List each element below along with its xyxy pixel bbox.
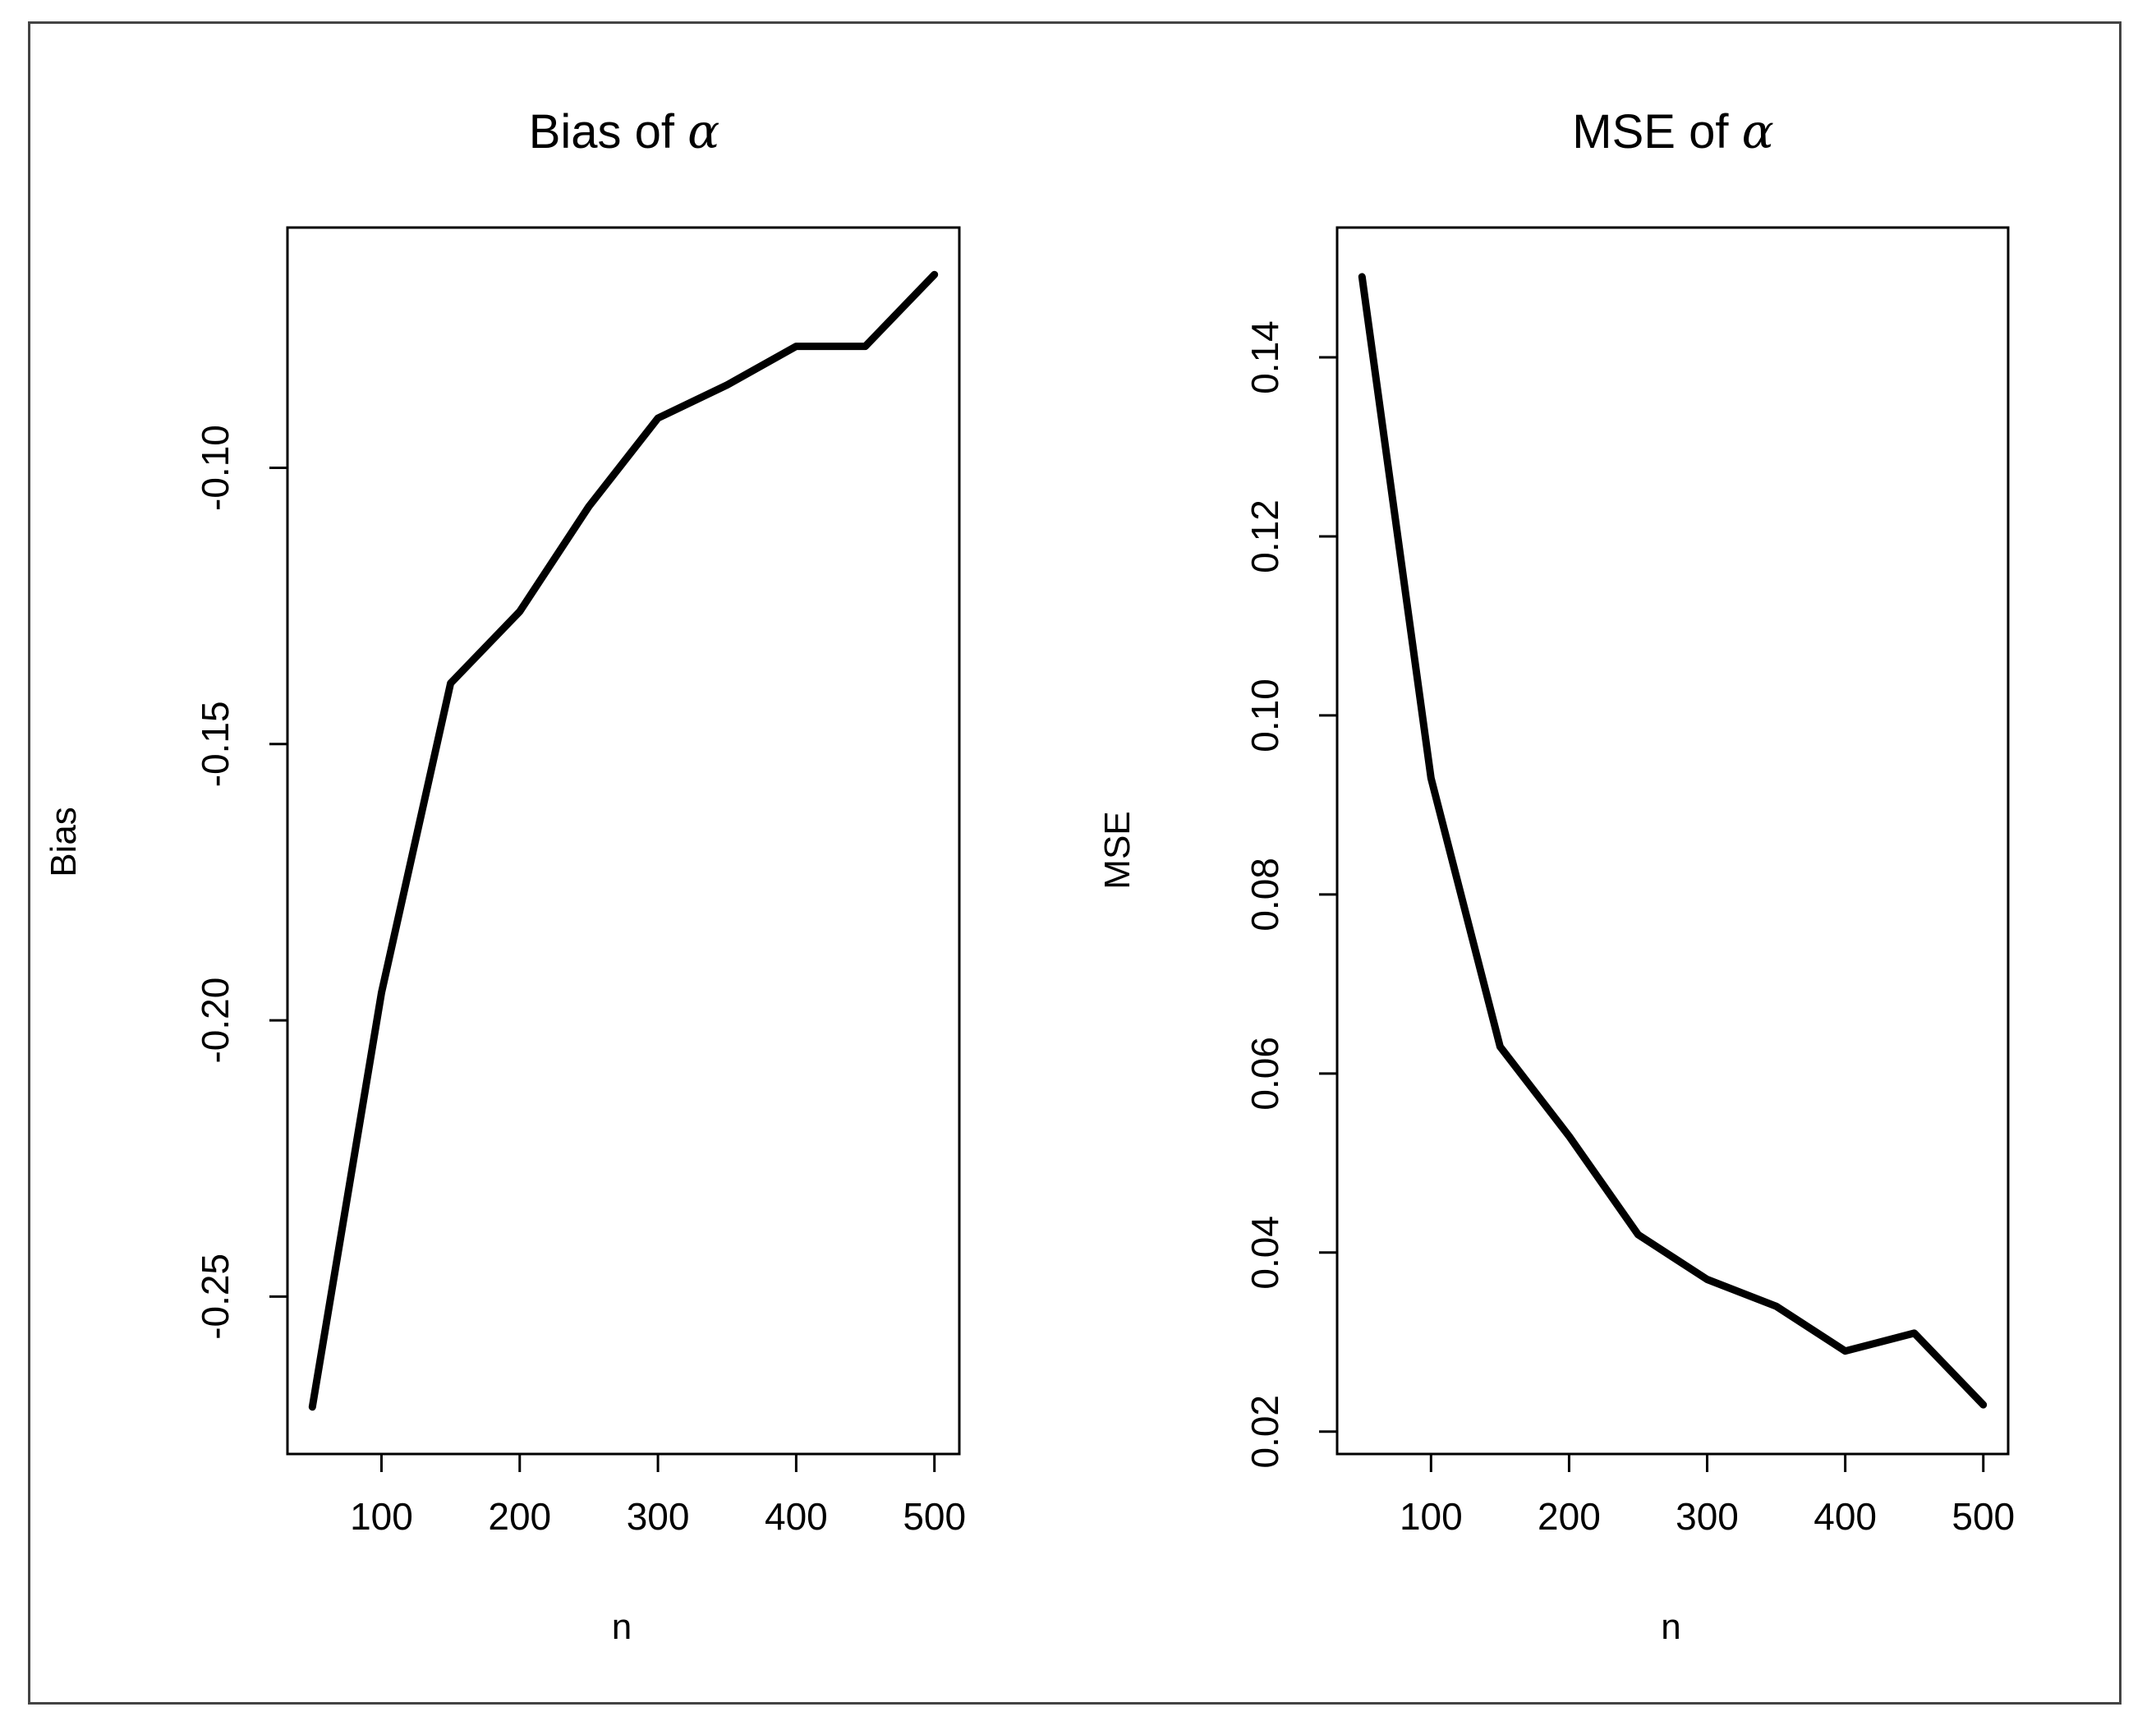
x-tick-label: 300 [627,1495,690,1538]
y-tick-label: 0.04 [1243,1216,1286,1290]
y-tick-label: 0.08 [1243,858,1286,932]
x-tick-label: 300 [1676,1495,1739,1538]
chart-title-text: Bias of [529,105,687,159]
x-tick-label: 400 [1814,1495,1877,1538]
x-tick-label: 200 [488,1495,551,1538]
y-tick-label: 0.12 [1243,499,1286,573]
x-tick-label: 100 [350,1495,413,1538]
x-axis-label: n [1661,1607,1680,1647]
y-axis-label: MSE [1097,811,1138,889]
x-tick-label: 100 [1400,1495,1463,1538]
chart-title: Bias of α [529,104,720,159]
alpha-symbol: α [687,104,719,159]
x-tick-label: 500 [1951,1495,2015,1538]
y-tick-label: -0.15 [194,701,237,787]
plot-frame [286,226,961,1456]
y-tick-label: 0.02 [1243,1395,1286,1469]
chart-title: MSE of α [1572,104,1773,159]
y-tick-label: 0.14 [1243,320,1286,394]
x-tick-label: 200 [1538,1495,1601,1538]
y-tick-label: -0.20 [194,978,237,1064]
plot-frame [1335,226,2010,1456]
y-tick-label: -0.25 [194,1254,237,1340]
x-tick-label: 500 [903,1495,966,1538]
y-tick-label: 0.10 [1243,679,1286,752]
chart-panel-2: MSE of α n MSE 100 200 300 400 500 0.02 0.04 0.06 0… [1097,104,2015,1647]
figure-frame [28,21,2122,1705]
chart-panel-1: Bias of α n Bias 100 200 300 400 500 -0.25 -0.20 -… [44,104,966,1647]
y-tick-label: 0.06 [1243,1037,1286,1111]
data-series-line [308,270,939,1411]
alpha-symbol: α [1742,104,1774,159]
chart-title-text: MSE of [1572,105,1741,159]
x-tick-label: 400 [765,1495,828,1538]
data-series-line [1358,273,1988,1409]
y-tick-label: -0.10 [194,425,237,511]
x-axis-label: n [612,1607,632,1647]
y-axis-label: Bias [44,807,84,877]
